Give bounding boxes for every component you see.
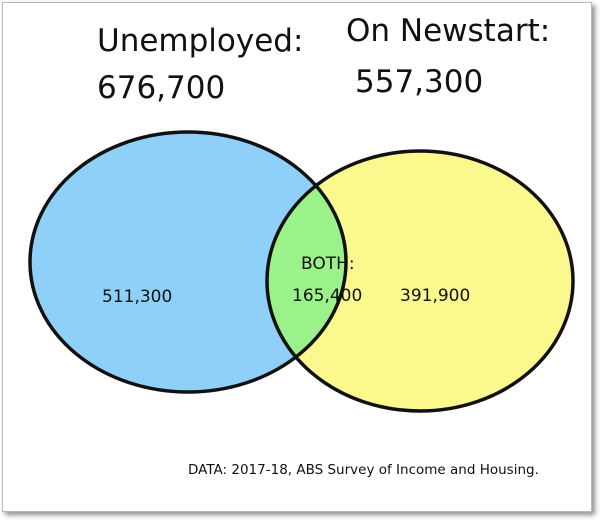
newstart-title: On Newstart: <box>346 13 550 49</box>
unemployed-title: Unemployed: <box>97 23 303 59</box>
newstart-only-value: 391,900 <box>400 286 470 306</box>
unemployed-set-outline <box>28 130 348 394</box>
newstart-set-outline <box>265 149 575 413</box>
unemployed-total: 676,700 <box>97 70 225 106</box>
newstart-set-circle <box>267 151 573 411</box>
unemployed-only-value: 511,300 <box>102 287 172 307</box>
newstart-total: 557,300 <box>355 64 483 100</box>
intersection-label: BOTH: <box>301 254 355 274</box>
unemployed-set-circle <box>30 132 346 392</box>
intersection-value: 165,400 <box>292 286 362 306</box>
source-note: DATA: 2017-18, ABS Survey of Income and … <box>188 462 539 478</box>
